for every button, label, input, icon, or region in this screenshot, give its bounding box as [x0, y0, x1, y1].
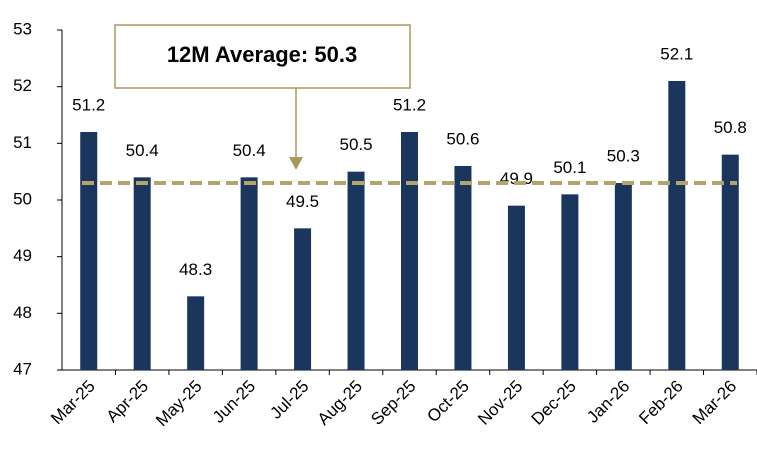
- bar: [240, 177, 258, 370]
- value-label: 51.2: [393, 95, 426, 114]
- value-label: 50.6: [446, 129, 479, 148]
- value-label: 50.4: [233, 141, 266, 160]
- value-label: 51.2: [72, 95, 105, 114]
- y-tick-label: 51: [13, 133, 32, 152]
- bar: [133, 177, 151, 370]
- bar: [401, 132, 418, 370]
- y-tick-label: 50: [13, 189, 32, 208]
- x-tick-label: May-25: [152, 377, 206, 431]
- bar: [614, 183, 632, 370]
- value-label: 50.3: [607, 146, 640, 165]
- value-label: 52.1: [660, 44, 693, 63]
- annotation-arrowhead: [289, 157, 303, 170]
- bar: [347, 171, 365, 370]
- x-tick-label: Aug-25: [314, 377, 366, 429]
- x-tick-label: Nov-25: [474, 377, 526, 429]
- y-tick-label: 53: [13, 19, 32, 38]
- bar: [507, 205, 525, 370]
- bar: [721, 154, 739, 370]
- y-tick-label: 47: [13, 359, 32, 378]
- x-tick-label: Jan-26: [583, 377, 633, 427]
- y-tick-label: 48: [13, 303, 32, 322]
- bar: [561, 194, 579, 370]
- annotation-text: 12M Average: 50.3: [167, 42, 357, 67]
- bar: [454, 166, 472, 370]
- x-tick-label: Jul-25: [266, 377, 312, 423]
- x-tick-label: Mar-25: [47, 377, 99, 429]
- value-label: 50.4: [126, 141, 159, 160]
- annotation-box: [114, 24, 411, 89]
- bar: [668, 81, 686, 370]
- bar: [187, 296, 205, 370]
- value-label: 49.5: [286, 192, 319, 211]
- x-tick-label: Jun-25: [209, 377, 259, 427]
- x-tick-label: Dec-25: [528, 377, 580, 429]
- bar: [294, 228, 312, 370]
- value-label: 50.8: [714, 118, 747, 137]
- y-tick-label: 52: [13, 76, 32, 95]
- value-label: 48.3: [179, 260, 212, 279]
- x-tick-label: Feb-26: [635, 377, 687, 429]
- value-label: 50.5: [339, 135, 372, 154]
- x-tick-label: Oct-25: [423, 377, 473, 427]
- bar: [80, 132, 98, 370]
- x-tick-label: Mar-26: [689, 377, 741, 429]
- x-tick-label: Apr-25: [103, 377, 153, 427]
- y-tick-label: 49: [13, 246, 32, 265]
- value-label: 50.1: [553, 158, 586, 177]
- value-label: 49.9: [500, 169, 533, 188]
- x-tick-label: Sep-25: [367, 377, 419, 429]
